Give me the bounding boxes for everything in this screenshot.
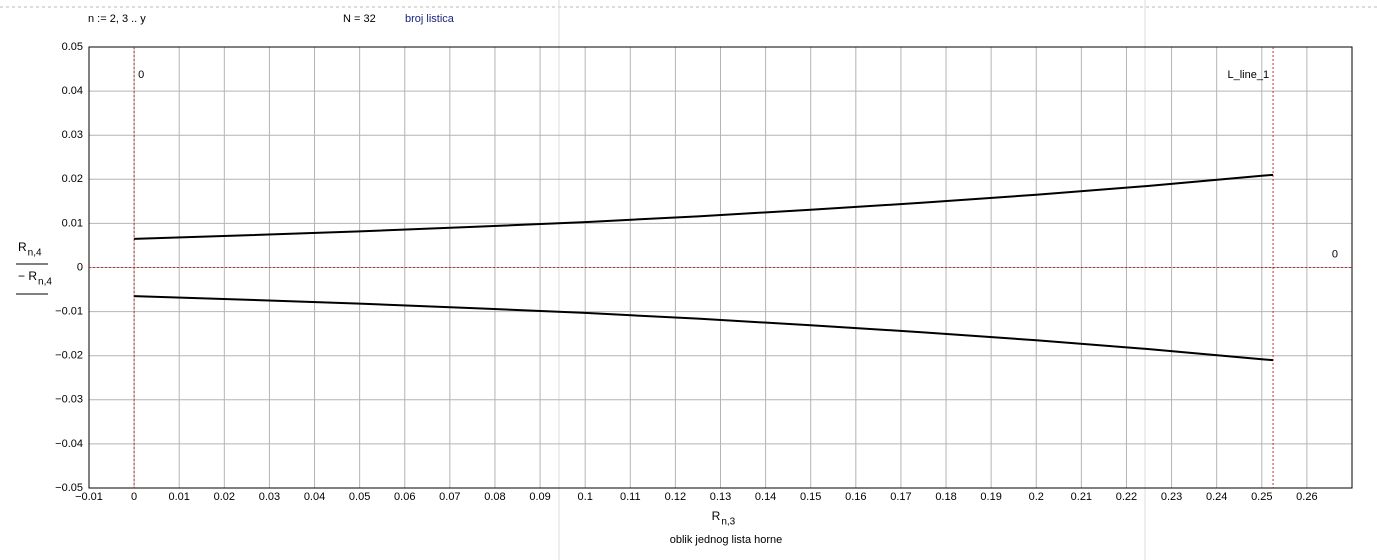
x-tick-label: 0.26: [1296, 491, 1317, 503]
axis-label-sub: n,4: [28, 248, 42, 259]
x-tick-label: 0.03: [259, 491, 280, 503]
y-tick-label: −0.01: [55, 306, 83, 318]
series-line: [134, 173, 1274, 240]
y-tick-label: −0.04: [55, 438, 83, 450]
x-tick-label: 0.09: [529, 491, 550, 503]
x-tick-label: 0.15: [800, 491, 821, 503]
x-tick-label: 0.13: [710, 491, 731, 503]
y-tick-label: 0.04: [62, 85, 83, 97]
axis-label-sub: n,3: [721, 517, 735, 528]
axis-label: − R: [18, 269, 37, 283]
y-tick-label: 0.01: [62, 217, 83, 229]
x-tick-label: 0.1: [578, 491, 593, 503]
x-tick-label: 0.12: [665, 491, 686, 503]
count: N = 32: [343, 13, 376, 25]
definition: n := 2, 3 .. y: [88, 13, 146, 25]
x-tick-label: 0: [131, 491, 137, 503]
x-tick-label: 0.19: [980, 491, 1001, 503]
x-tick-label: 0.18: [935, 491, 956, 503]
x-tick-label: 0.25: [1251, 491, 1272, 503]
x-tick-label: 0.04: [304, 491, 325, 503]
x-tick-label: 0.17: [890, 491, 911, 503]
axis-label: R: [712, 509, 721, 523]
x-tick-label: 0.21: [1071, 491, 1092, 503]
caption: oblik jednog lista horne: [670, 534, 783, 546]
marker-label: L_line_1: [1227, 69, 1269, 81]
marker-label: 0: [138, 69, 144, 81]
x-tick-label: 0.02: [214, 491, 235, 503]
axis-label-sub: n,4: [38, 277, 52, 288]
x-tick-label: −0.01: [75, 491, 103, 503]
y-tick-label: −0.03: [55, 394, 83, 406]
axis-label: R: [18, 240, 27, 254]
y-tick-label: 0.03: [62, 129, 83, 141]
x-tick-label: 0.07: [439, 491, 460, 503]
y-tick-label: 0.05: [62, 41, 83, 53]
x-tick-label: 0.11: [620, 491, 641, 503]
x-tick-label: 0.05: [349, 491, 370, 503]
x-tick-label: 0.16: [845, 491, 866, 503]
x-tick-label: 0.14: [755, 491, 776, 503]
x-tick-label: 0.24: [1206, 491, 1227, 503]
x-tick-label: 0.08: [484, 491, 505, 503]
x-tick-label: 0.06: [394, 491, 415, 503]
note: broj listica: [405, 13, 455, 25]
y-tick-label: 0.02: [62, 173, 83, 185]
marker-label: 0: [1332, 248, 1338, 260]
x-tick-label: 0.2: [1029, 491, 1044, 503]
x-tick-label: 0.23: [1161, 491, 1182, 503]
y-tick-label: −0.05: [55, 482, 83, 494]
y-tick-label: −0.02: [55, 350, 83, 362]
x-tick-label: 0.01: [169, 491, 190, 503]
x-tick-label: 0.22: [1116, 491, 1137, 503]
y-tick-label: 0: [77, 261, 83, 273]
series-line: [134, 295, 1274, 362]
